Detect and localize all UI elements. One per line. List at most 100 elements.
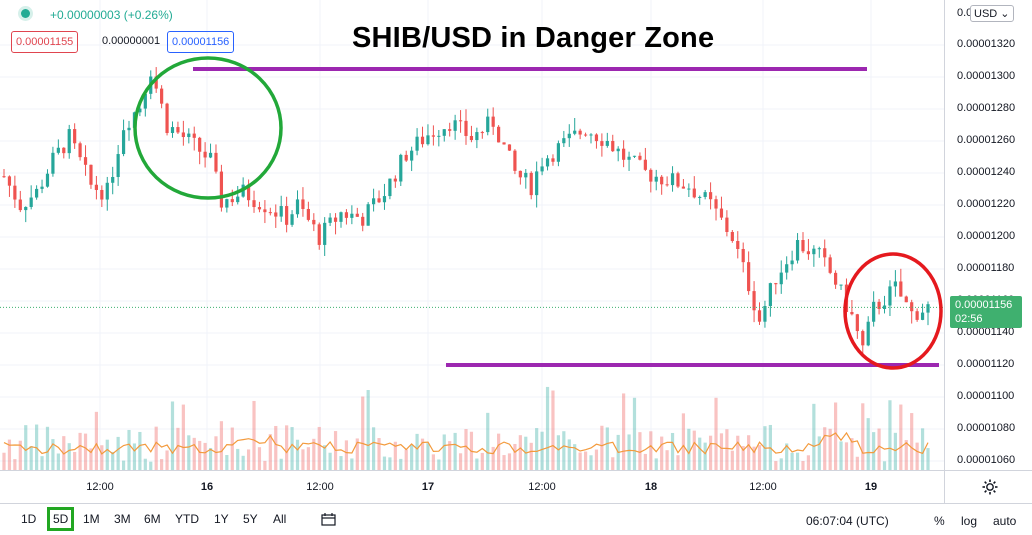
candle-body	[366, 204, 370, 226]
candle-body	[703, 192, 707, 197]
volume-bar	[317, 426, 321, 470]
candle-body	[719, 208, 724, 218]
volume-bar	[355, 438, 359, 470]
y-tick-label: 0.00001260	[957, 134, 1016, 146]
volume-bar	[545, 386, 550, 470]
candle-body	[752, 291, 756, 311]
range-button-ytd[interactable]: YTD	[175, 512, 199, 526]
candle-body	[774, 283, 778, 285]
candle-body	[670, 173, 675, 186]
volume-bar	[736, 435, 740, 470]
price-chart[interactable]	[0, 0, 944, 470]
volume-bar	[486, 412, 490, 470]
volume-bar	[116, 436, 120, 470]
volume-bar	[181, 404, 185, 470]
candle-body	[714, 199, 718, 209]
candle-body	[268, 212, 272, 214]
volume-bar	[154, 426, 158, 470]
candle-body	[323, 222, 327, 245]
volume-bar	[339, 456, 343, 470]
volume-bar	[556, 435, 560, 470]
candle-body	[116, 154, 120, 177]
volume-bar	[882, 461, 887, 470]
volume-bar	[431, 454, 435, 470]
bar-countdown: 02:56	[955, 313, 983, 325]
candle-body	[545, 158, 550, 167]
candle-body	[263, 209, 267, 213]
volume-bar	[627, 434, 631, 470]
volume-bar	[708, 435, 713, 470]
y-tick-label: 0.00001140	[957, 326, 1015, 338]
volume-bar	[670, 432, 675, 470]
volume-bar	[105, 439, 109, 470]
volume-bar	[741, 446, 745, 470]
volume-bar	[888, 400, 892, 470]
price-scale[interactable]: 0.0 0.00001320 0.00001300 0.00001280 0.00001…	[944, 0, 1032, 470]
date-range-icon[interactable]	[320, 512, 338, 528]
candle-body	[855, 314, 859, 332]
chart-area[interactable]	[0, 0, 944, 470]
volume-bar	[382, 456, 387, 470]
range-button-5y[interactable]: 5Y	[243, 512, 258, 526]
candle-body	[687, 188, 691, 190]
range-button-all[interactable]: All	[273, 512, 287, 526]
candle-body	[89, 164, 93, 185]
x-tick-label: 16	[200, 481, 214, 493]
ask-price[interactable]: 0.00001156	[167, 31, 235, 53]
volume-bar	[643, 453, 647, 470]
y-tick-label: 0.00001240	[957, 166, 1016, 178]
range-button-6m[interactable]: 6M	[144, 512, 161, 526]
volume-bar	[567, 439, 571, 470]
candle-body	[681, 186, 686, 189]
candle-body	[317, 224, 321, 245]
candle-body	[480, 132, 484, 134]
volume-bar	[121, 460, 126, 470]
volume-bar	[464, 429, 468, 470]
volume-bar	[225, 455, 229, 470]
candle-body	[518, 170, 522, 178]
range-button-1m[interactable]: 1M	[83, 512, 100, 526]
candle-body	[442, 129, 446, 136]
candle-body	[877, 301, 881, 309]
range-button-3m[interactable]: 3M	[114, 512, 131, 526]
chart-settings-button[interactable]	[944, 470, 1032, 503]
range-button-1d[interactable]: 1D	[21, 512, 37, 526]
auto-toggle[interactable]: auto	[993, 514, 1017, 528]
volume-bar	[926, 448, 930, 470]
volume-bar	[290, 427, 294, 470]
candle-body	[888, 286, 892, 306]
candle-body	[45, 173, 50, 187]
candle-body	[839, 284, 843, 286]
time-axis[interactable]: 12:00 16 12:00 17 12:00 18 12:00 19	[0, 470, 944, 503]
log-toggle[interactable]: log	[961, 514, 978, 528]
candle-body	[154, 76, 158, 89]
candle-body	[486, 116, 490, 133]
volume-bar	[540, 431, 544, 470]
candle-body	[160, 88, 164, 104]
candle-body	[600, 141, 604, 146]
candle-body	[187, 133, 191, 138]
candle-body	[165, 103, 169, 134]
volume-bar	[388, 457, 392, 470]
range-button-5d[interactable]: 5D	[47, 507, 75, 531]
volume-bar	[40, 456, 44, 470]
percent-toggle[interactable]: %	[934, 514, 945, 528]
candle-body	[56, 147, 60, 153]
bid-price[interactable]: 0.00001155	[11, 31, 79, 53]
candle-body	[730, 231, 734, 241]
volume-bar	[274, 425, 278, 470]
volume-bar	[573, 444, 577, 470]
candle-body	[29, 197, 33, 207]
candle-body	[2, 176, 6, 178]
volume-bar	[594, 449, 599, 470]
candle-body	[763, 306, 767, 322]
candle-body	[285, 206, 289, 225]
candle-body	[850, 312, 854, 315]
clock-time[interactable]: 06:07:04 (UTC)	[806, 514, 889, 528]
range-button-1y[interactable]: 1Y	[214, 512, 229, 526]
volume-bar	[866, 418, 870, 470]
volume-bar	[654, 458, 658, 470]
currency-select[interactable]: USD ⌄	[970, 5, 1014, 22]
candle-body	[40, 186, 44, 189]
y-tick-label: 0.00001100	[957, 390, 1015, 402]
